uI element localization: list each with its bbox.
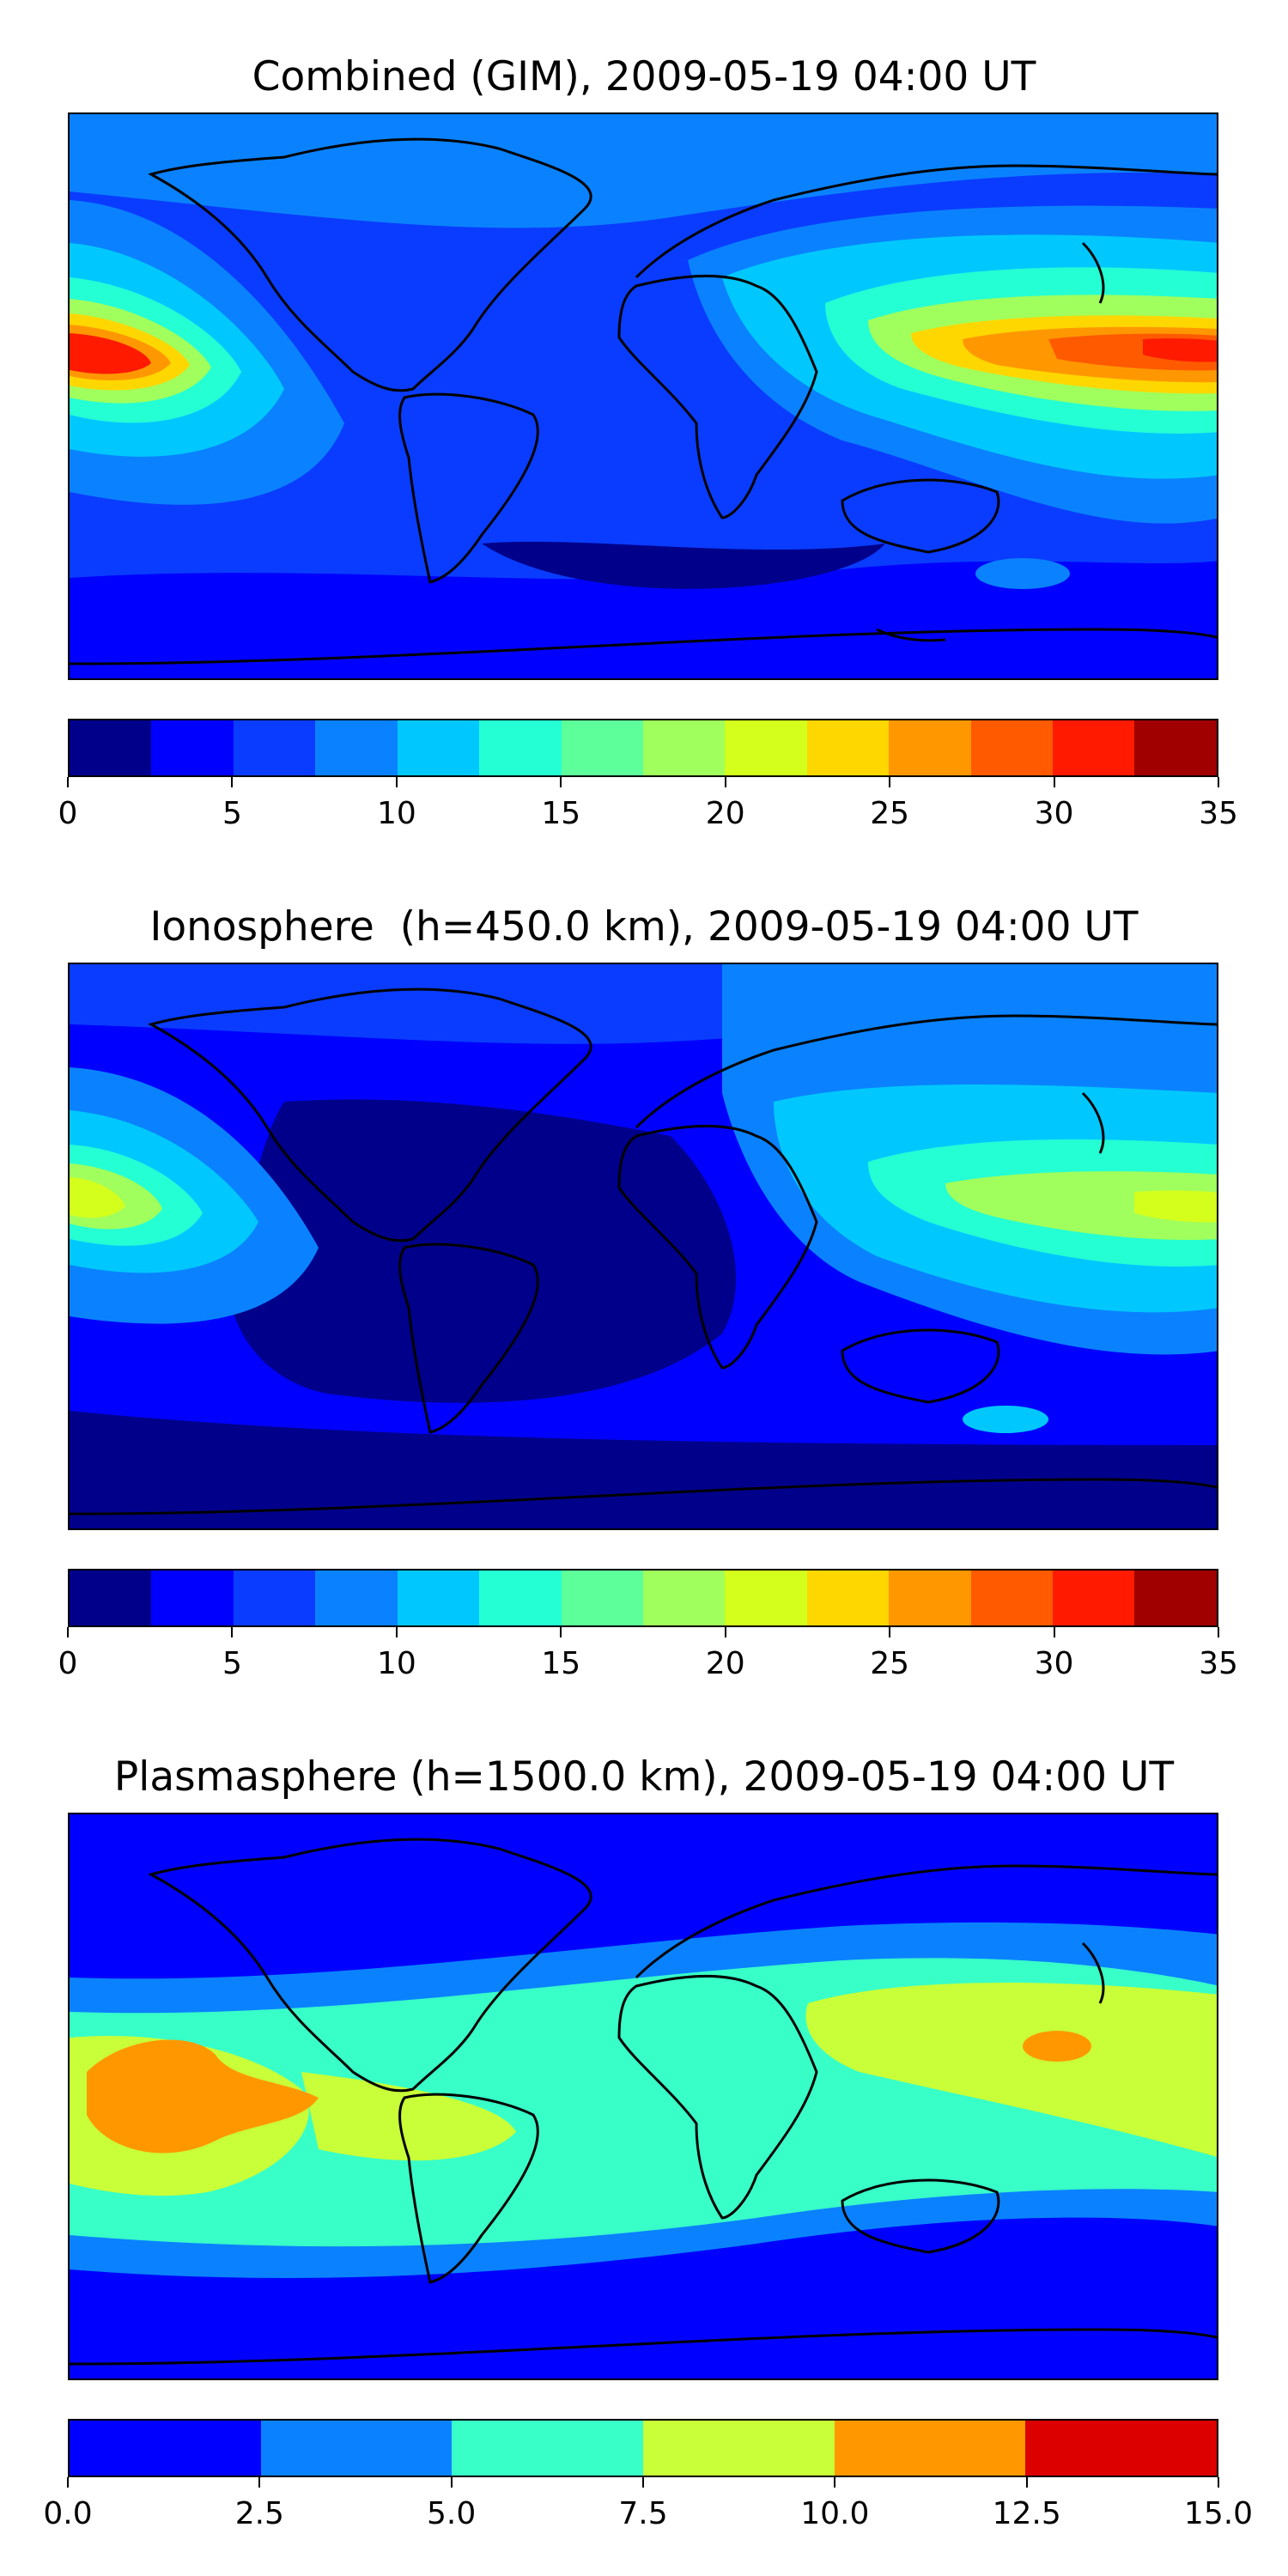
colorbar-segment: [1053, 720, 1135, 775]
colorbar-segment: [315, 1571, 398, 1625]
colorbar-tick-mark: [67, 2477, 69, 2488]
colorbar-segment: [1053, 1571, 1135, 1625]
map-combined: [68, 112, 1218, 680]
colorbar-tick-mark: [1025, 2477, 1028, 2488]
colorbar-segment: [806, 720, 890, 775]
colorbar-segment: [397, 1571, 480, 1625]
colorbar-segment: [70, 1571, 152, 1625]
map-ionosphere: [68, 963, 1218, 1530]
colorbar-tick-label: 7.5: [618, 2496, 668, 2531]
colorbar-tick-mark: [834, 2477, 836, 2488]
colorbar-segment: [806, 1571, 890, 1625]
map-plasmasphere: [68, 1813, 1218, 2380]
colorbar-tick-mark: [1218, 2477, 1219, 2488]
colorbar-tick-mark: [231, 777, 234, 787]
colorbar-segment: [889, 720, 971, 775]
colorbar-segment: [561, 720, 643, 775]
colorbar-segment: [233, 1571, 316, 1625]
colorbar-tick-mark: [395, 777, 398, 787]
colorbar-tick-label: 25: [870, 796, 910, 831]
colorbar-tick-label: 25: [870, 1646, 910, 1681]
colorbar-segment: [889, 1571, 971, 1625]
colorbar-tick-label: 0.0: [43, 2496, 93, 2531]
colorbar-segment: [642, 720, 726, 775]
colorbar-tick-mark: [724, 1627, 726, 1637]
colorbar-tick-label: 15: [541, 1646, 581, 1681]
colorbar-tick-label: 12.5: [992, 2496, 1061, 2531]
colorbar-ticks-plasmasphere: 0.0 2.5 5.0 7.5 10.0 12.5 15.0: [43, 2477, 1253, 2531]
colorbar-combined: [68, 719, 1218, 777]
colorbar-ionosphere: [68, 1569, 1218, 1627]
panel-title-plasmasphere: Plasmasphere (h=1500.0 km), 2009-05-19 0…: [113, 1753, 1175, 1801]
colorbar-segment: [561, 1571, 643, 1625]
colorbar-segment: [70, 720, 152, 775]
colorbar-tick-label: 0: [58, 1646, 78, 1681]
panel-title-ionosphere: Ionosphere (h=450.0 km), 2009-05-19 04:0…: [149, 903, 1139, 951]
colorbar-tick-label: 35: [1199, 1646, 1238, 1681]
colorbar-tick-mark: [1053, 777, 1055, 787]
colorbar-tick-label: 5: [222, 796, 242, 831]
colorbar-tick-label: 35: [1199, 796, 1238, 831]
colorbar-tick-mark: [889, 777, 891, 787]
colorbar-segment: [1134, 1571, 1217, 1625]
colorbar-segment: [725, 720, 807, 775]
colorbar-segment: [725, 1571, 807, 1625]
panel-title-combined: Combined (GIM), 2009-05-19 04:00 UT: [252, 53, 1036, 100]
colorbar-tick-label: 5.0: [427, 2496, 477, 2531]
colorbar-tick-mark: [1218, 777, 1219, 787]
colorbar-tick-mark: [1218, 1627, 1219, 1637]
colorbar-tick-label: 5: [222, 1646, 242, 1681]
colorbar-segment: [834, 2421, 1026, 2476]
colorbar-segment: [452, 2421, 644, 2476]
colorbar-segment: [151, 1571, 234, 1625]
colorbar-tick-mark: [889, 1627, 891, 1637]
colorbar-segment: [970, 1571, 1054, 1625]
colorbar-segment: [642, 1571, 726, 1625]
colorbar-tick-mark: [67, 1627, 69, 1637]
colorbar-tick-label: 15: [541, 796, 581, 831]
colorbar-tick-label: 30: [1034, 1646, 1074, 1681]
colorbar-segment: [315, 720, 398, 775]
colorbar-tick-label: 10: [376, 796, 416, 831]
colorbar-tick-mark: [395, 1627, 398, 1637]
colorbar-segment: [151, 720, 234, 775]
colorbar-segment: [1025, 2421, 1217, 2476]
colorbar-plasmasphere: [68, 2419, 1218, 2477]
colorbar-segment: [479, 720, 562, 775]
colorbar-tick-mark: [724, 777, 726, 787]
colorbar-segment: [70, 2421, 261, 2476]
colorbar-tick-mark: [258, 2477, 261, 2488]
colorbar-segment: [479, 1571, 562, 1625]
colorbar-tick-label: 10.0: [800, 2496, 870, 2531]
colorbar-segment: [643, 2421, 835, 2476]
colorbar-tick-label: 20: [705, 796, 745, 831]
colorbar-tick-label: 20: [705, 1646, 745, 1681]
colorbar-tick-mark: [642, 2477, 644, 2488]
colorbar-segment: [1134, 720, 1217, 775]
colorbar-tick-mark: [1053, 1627, 1055, 1637]
colorbar-tick-label: 30: [1034, 796, 1074, 831]
colorbar-tick-label: 10: [376, 1646, 416, 1681]
colorbar-tick-label: 0: [58, 796, 78, 831]
colorbar-tick-label: 15.0: [1183, 2496, 1254, 2531]
colorbar-segment: [397, 720, 480, 775]
colorbar-tick-mark: [67, 777, 69, 787]
colorbar-ticks-combined: 0 5 10 15 20 25 30 35: [58, 777, 1238, 831]
colorbar-tick-label: 2.5: [234, 2496, 284, 2531]
colorbar-segment: [260, 2421, 453, 2476]
colorbar-ticks-ionosphere: 0 5 10 15 20 25 30 35: [58, 1627, 1238, 1681]
colorbar-tick-mark: [560, 1627, 562, 1637]
colorbar-tick-mark: [450, 2477, 453, 2488]
colorbar-segment: [970, 720, 1054, 775]
colorbar-tick-mark: [560, 777, 562, 787]
colorbar-segment: [233, 720, 316, 775]
colorbar-tick-mark: [231, 1627, 234, 1637]
